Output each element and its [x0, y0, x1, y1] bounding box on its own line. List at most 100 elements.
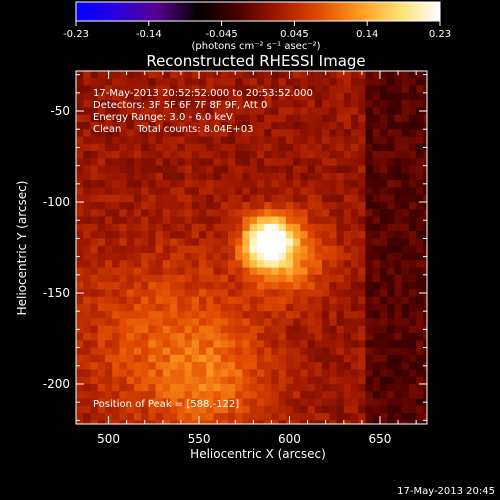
heatmap-cell: [249, 209, 258, 218]
heatmap-cell: [177, 165, 186, 174]
heatmap-cell: [408, 340, 417, 349]
heatmap-cell: [401, 216, 410, 225]
heatmap-cell: [177, 303, 186, 312]
heatmap-cell: [112, 85, 121, 94]
heatmap-cell: [358, 289, 367, 298]
heatmap-cell: [184, 100, 193, 108]
heatmap-cell: [133, 260, 142, 269]
heatmap-cell: [177, 158, 186, 167]
heatmap-cell: [213, 151, 222, 159]
heatmap-cell: [278, 267, 287, 276]
heatmap-cell: [242, 100, 251, 108]
heatmap-cell: [408, 347, 417, 356]
heatmap-cell: [206, 274, 215, 283]
heatmap-cell: [148, 362, 157, 371]
heatmap-cell: [293, 267, 301, 276]
heatmap-cell: [300, 282, 309, 290]
heatmap-cell: [242, 376, 251, 385]
heatmap-cell: [329, 245, 338, 254]
heatmap-cell: [126, 209, 135, 218]
heatmap-cell: [401, 85, 410, 94]
heatmap-cell: [358, 165, 367, 174]
heatmap-cell: [235, 107, 244, 116]
heatmap-cell: [227, 121, 236, 130]
heatmap-cell: [213, 376, 222, 385]
heatmap-cell: [148, 143, 157, 152]
heatmap-cell: [227, 143, 236, 152]
heatmap-cell: [329, 85, 338, 94]
heatmap-cell: [104, 405, 113, 414]
heatmap-cell: [177, 121, 186, 130]
heatmap-cell: [97, 180, 106, 189]
heatmap-cell: [293, 383, 301, 392]
heatmap-cell: [300, 209, 309, 218]
heatmap-cell: [141, 202, 149, 210]
heatmap-cell: [133, 354, 142, 363]
heatmap-cell: [206, 187, 215, 196]
heatmap-cell: [199, 223, 207, 232]
heatmap-cell: [408, 318, 417, 327]
heatmap-cell: [235, 311, 244, 320]
heatmap-cell: [351, 202, 359, 210]
heatmap-cell: [372, 289, 381, 298]
heatmap-cell: [394, 391, 403, 400]
heatmap-cell: [242, 107, 251, 116]
heatmap-cell: [119, 151, 128, 159]
heatmap-cell: [372, 398, 381, 407]
heatmap-cell: [408, 223, 417, 232]
heatmap-cell: [351, 151, 359, 159]
heatmap-cell: [191, 158, 200, 167]
heatmap-cell: [177, 296, 186, 305]
heatmap-cell: [416, 223, 424, 232]
heatmap-cell: [358, 252, 367, 261]
heatmap-cell: [206, 180, 215, 189]
heatmap-cell: [141, 325, 149, 334]
heatmap-cell: [408, 180, 417, 189]
heatmap-cell: [401, 274, 410, 283]
heatmap-cell: [372, 202, 381, 210]
heatmap-cell: [213, 194, 222, 203]
heatmap-cell: [372, 325, 381, 334]
heatmap-cell: [394, 129, 403, 138]
heatmap-cell: [162, 376, 171, 385]
heatmap-cell: [235, 165, 244, 174]
heatmap-cell: [401, 383, 410, 392]
heatmap-cell: [300, 71, 309, 79]
heatmap-cell: [387, 318, 396, 327]
heatmap-cell: [199, 172, 207, 181]
heatmap-cell: [148, 282, 157, 290]
heatmap-cell: [372, 165, 381, 174]
heatmap-cell: [401, 180, 410, 189]
heatmap-cell: [408, 383, 417, 392]
heatmap-cell: [177, 231, 186, 239]
heatmap-cell: [177, 194, 186, 203]
heatmap-cell: [220, 413, 229, 421]
heatmap-cell: [343, 231, 352, 239]
heatmap-cell: [322, 151, 330, 159]
heatmap-cell: [155, 223, 164, 232]
heatmap-cell: [170, 165, 178, 174]
heatmap-cell: [322, 413, 330, 421]
heatmap-cell: [162, 85, 171, 94]
heatmap-cell: [343, 296, 352, 305]
heatmap-cell: [112, 369, 121, 378]
heatmap-cell: [379, 245, 388, 254]
heatmap-cell: [271, 92, 280, 101]
heatmap-cell: [322, 340, 330, 349]
heatmap-cell: [242, 260, 251, 269]
heatmap-cell: [322, 194, 330, 203]
heatmap-cell: [97, 78, 106, 87]
heatmap-cell: [351, 158, 359, 167]
heatmap-cell: [235, 398, 244, 407]
heatmap-cell: [271, 158, 280, 167]
heatmap-cell: [264, 260, 272, 269]
heatmap-cell: [358, 216, 367, 225]
heatmap-cell: [148, 71, 157, 79]
heatmap-cell: [191, 311, 200, 320]
heatmap-cell: [293, 71, 301, 79]
heatmap-cell: [162, 333, 171, 341]
heatmap-cell: [307, 383, 316, 392]
heatmap-cell: [184, 289, 193, 298]
heatmap-cell: [133, 78, 142, 87]
heatmap-cell: [256, 369, 265, 378]
